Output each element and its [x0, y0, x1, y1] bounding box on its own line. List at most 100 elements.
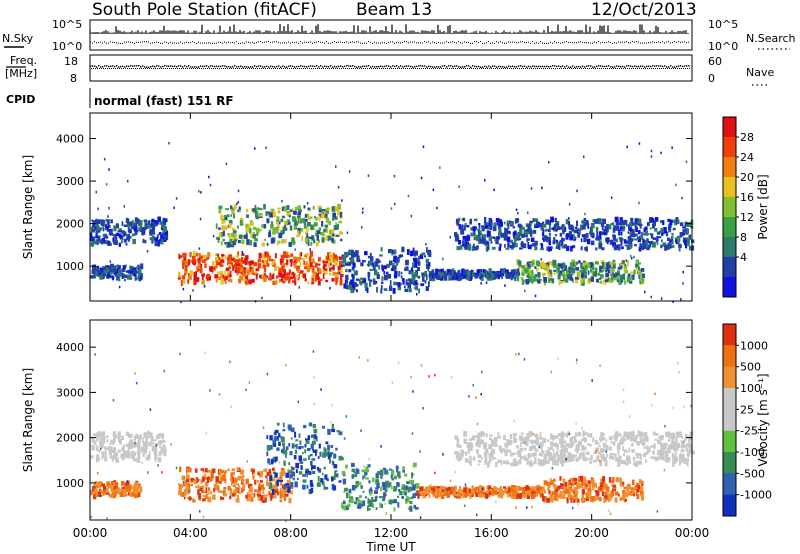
echo-cell [223, 493, 228, 497]
echo-cell [279, 479, 283, 482]
nsearch-point [540, 41, 541, 42]
freq-point [304, 65, 306, 68]
nave-point [643, 68, 644, 69]
echo-cell [221, 475, 226, 481]
echo-cell [109, 271, 114, 274]
echo-cell [125, 482, 130, 486]
echo-cell [485, 493, 489, 499]
nsearch-point [168, 42, 169, 44]
scatter-cell [636, 264, 638, 267]
echo-cell [319, 451, 322, 457]
freq-point [96, 66, 98, 68]
echo-cell [623, 239, 627, 244]
nsearch-point [202, 42, 203, 44]
echo-cell [526, 436, 529, 442]
echo-cell [128, 491, 130, 496]
echo-cell [354, 271, 357, 276]
echo-cell [312, 206, 315, 210]
freq-tick-bottom: 8 [70, 72, 77, 85]
echo-cell [164, 218, 168, 223]
echo-cell [283, 206, 288, 212]
echo-cell [271, 260, 275, 266]
nsearch-point [302, 42, 303, 44]
echo-cell [637, 236, 640, 240]
echo-cell [345, 262, 349, 266]
echo-cell [514, 494, 518, 497]
echo-cell [543, 277, 547, 282]
echo-cell [180, 280, 183, 286]
echo-cell [308, 455, 311, 461]
echo-cell [288, 215, 291, 218]
scatter-cell [256, 273, 259, 276]
echo-cell [524, 279, 527, 283]
echo-cell [278, 240, 281, 244]
freq-point [602, 65, 604, 67]
nave-point [99, 68, 100, 69]
freq-point [130, 65, 132, 67]
nave-point [563, 68, 564, 69]
echo-cell [525, 278, 529, 285]
nave-point [491, 68, 492, 69]
echo-cell [397, 282, 401, 288]
echo-cell [436, 275, 440, 280]
echo-cell [144, 433, 147, 437]
nsearch-point [490, 42, 491, 44]
echo-cell [245, 478, 249, 485]
echo-cell [544, 228, 548, 232]
nsearch-point [406, 41, 407, 43]
nsearch-point [170, 41, 171, 43]
echo-cell [580, 246, 583, 251]
nsearch-point [484, 42, 485, 44]
echo-cell [624, 244, 628, 247]
echo-cell [580, 238, 583, 243]
nave-point [571, 68, 572, 69]
echo-cell [594, 267, 598, 272]
freq-point [328, 66, 330, 68]
echo-cell [154, 443, 159, 446]
echo-cell [633, 269, 636, 275]
echo-cell [397, 502, 400, 508]
echo-cell [506, 488, 511, 494]
nave-point [627, 68, 628, 69]
nsearch-point [268, 41, 269, 42]
echo-cell [624, 280, 627, 285]
freq-point [226, 66, 228, 68]
echo-cell [256, 494, 261, 497]
nsearch-point [372, 42, 373, 44]
echo-cell [650, 240, 654, 245]
echo-cell [354, 472, 358, 478]
echo-cell [382, 495, 386, 500]
echo-cell [131, 226, 133, 229]
echo-cell [364, 471, 368, 476]
nave-point [331, 68, 332, 69]
echo-cell [441, 486, 446, 491]
echo-cell [100, 268, 103, 273]
echo-cell [198, 493, 201, 499]
echo-cell [141, 229, 144, 236]
nave-point [433, 68, 434, 69]
echo-cell [634, 244, 637, 247]
echo-cell [315, 451, 317, 457]
echo-cell [627, 236, 630, 240]
echo-cell [368, 488, 373, 494]
echo-cell [590, 269, 593, 273]
echo-cell [116, 490, 120, 494]
echo-cell [330, 445, 334, 449]
echo-cell [447, 491, 450, 494]
freq-point [406, 65, 408, 67]
echo-cell [618, 244, 621, 251]
freq-point [466, 65, 468, 67]
echo-cell [379, 254, 383, 257]
echo-cell [106, 219, 110, 225]
echo-cell [132, 441, 136, 448]
echo-cell [253, 242, 257, 247]
nave-point [133, 68, 134, 69]
nave-point [591, 68, 592, 69]
y-tick-label: 2000 [56, 218, 84, 231]
echo-cell [177, 271, 181, 278]
nsearch-point [94, 41, 95, 43]
echo-cell [304, 444, 307, 448]
echo-cell [193, 478, 197, 485]
nave-point [549, 68, 550, 69]
echo-cell [332, 217, 335, 221]
